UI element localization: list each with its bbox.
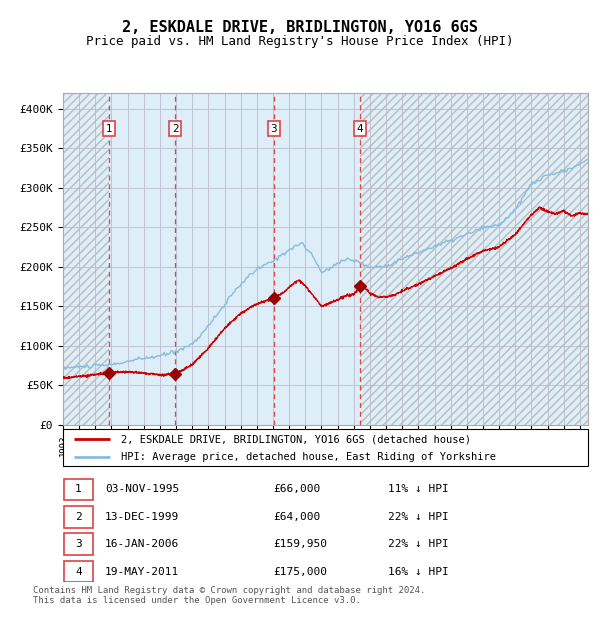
Text: 1: 1 [106,123,112,133]
FancyBboxPatch shape [64,561,93,582]
Text: 2, ESKDALE DRIVE, BRIDLINGTON, YO16 6GS (detached house): 2, ESKDALE DRIVE, BRIDLINGTON, YO16 6GS … [121,435,471,445]
Text: 2: 2 [172,123,179,133]
Text: 13-DEC-1999: 13-DEC-1999 [105,512,179,522]
Bar [63,93,109,425]
Text: 19-MAY-2011: 19-MAY-2011 [105,567,179,577]
Text: 1: 1 [75,484,82,494]
Text: £66,000: £66,000 [273,484,320,494]
Text: 22% ↓ HPI: 22% ↓ HPI [389,512,449,522]
Text: 4: 4 [356,123,363,133]
Bar [360,93,588,425]
Text: 3: 3 [75,539,82,549]
Text: 16% ↓ HPI: 16% ↓ HPI [389,567,449,577]
Text: £64,000: £64,000 [273,512,320,522]
Text: 22% ↓ HPI: 22% ↓ HPI [389,539,449,549]
Text: 3: 3 [271,123,277,133]
FancyBboxPatch shape [63,429,588,466]
Text: £175,000: £175,000 [273,567,327,577]
Bar [360,93,588,425]
Text: Price paid vs. HM Land Registry's House Price Index (HPI): Price paid vs. HM Land Registry's House … [86,35,514,48]
Text: 16-JAN-2006: 16-JAN-2006 [105,539,179,549]
Text: 2, ESKDALE DRIVE, BRIDLINGTON, YO16 6GS: 2, ESKDALE DRIVE, BRIDLINGTON, YO16 6GS [122,20,478,35]
Text: 11% ↓ HPI: 11% ↓ HPI [389,484,449,494]
Text: HPI: Average price, detached house, East Riding of Yorkshire: HPI: Average price, detached house, East… [121,451,496,461]
Text: £159,950: £159,950 [273,539,327,549]
Bar [63,93,109,425]
FancyBboxPatch shape [64,507,93,528]
FancyBboxPatch shape [64,533,93,555]
FancyBboxPatch shape [64,479,93,500]
Text: 03-NOV-1995: 03-NOV-1995 [105,484,179,494]
Text: Contains HM Land Registry data © Crown copyright and database right 2024.
This d: Contains HM Land Registry data © Crown c… [33,586,425,605]
Text: 4: 4 [75,567,82,577]
Text: 2: 2 [75,512,82,522]
